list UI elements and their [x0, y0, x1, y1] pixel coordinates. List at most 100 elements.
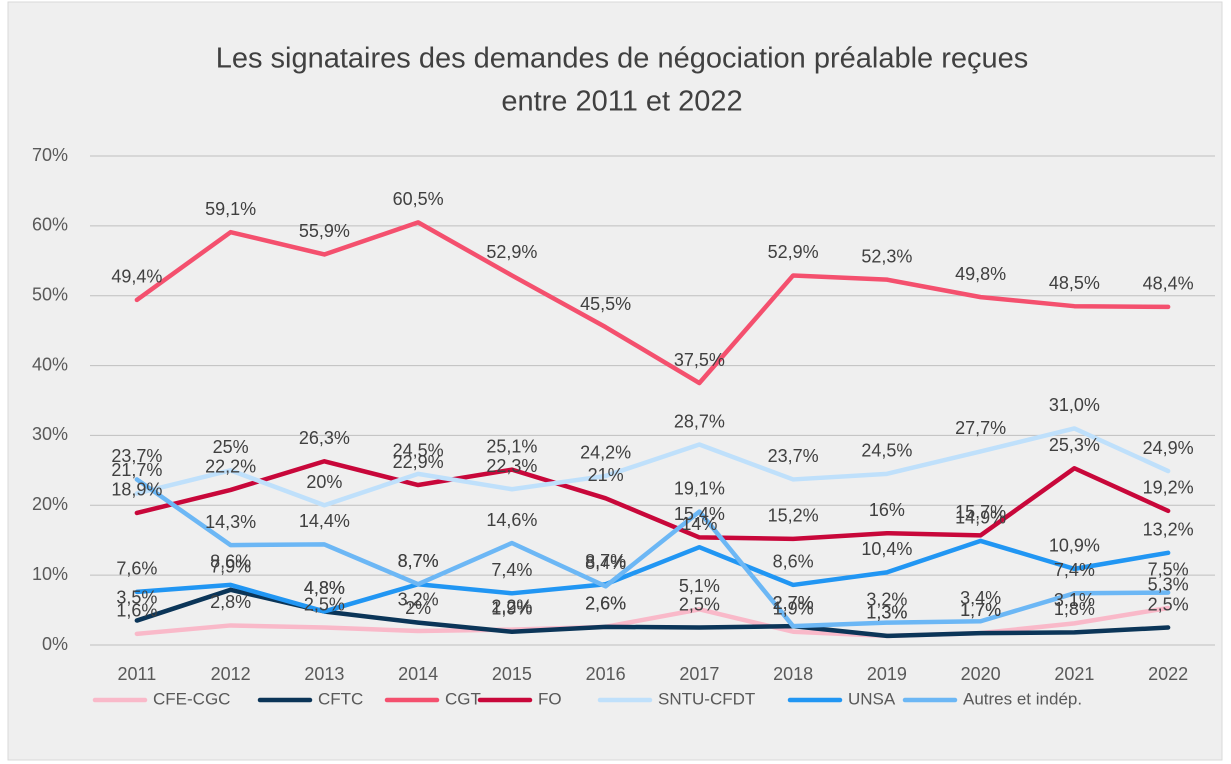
data-label: 24,5% [861, 441, 912, 461]
x-tick-label: 2013 [304, 664, 344, 684]
data-label: 1,3% [866, 603, 907, 623]
y-tick-label: 70% [32, 145, 68, 165]
x-tick-label: 2022 [1148, 664, 1188, 684]
x-tick-label: 2011 [118, 664, 157, 684]
data-label: 4,8% [304, 578, 345, 598]
series-line [134, 426, 1171, 508]
data-label: 45,5% [580, 294, 631, 314]
data-label: 22,2% [205, 457, 256, 477]
data-label: 52,9% [486, 242, 537, 262]
series-line [134, 538, 1171, 614]
data-label: 48,5% [1049, 273, 1100, 293]
data-label: 59,1% [205, 199, 256, 219]
data-label: 14,6% [486, 510, 537, 530]
data-label: 18,9% [111, 480, 162, 500]
data-label: 1,3% [866, 603, 907, 623]
data-label: 13,2% [1143, 520, 1194, 540]
x-tick-label: 2015 [492, 664, 532, 684]
data-label: 2,8% [210, 592, 251, 612]
data-label: 25,1% [486, 436, 537, 456]
data-label: 7,4% [1054, 560, 1095, 580]
data-label: 2,7% [773, 593, 814, 613]
data-label: 20% [306, 472, 342, 492]
x-tick-label: 2012 [211, 664, 251, 684]
data-label: 52,9% [768, 242, 819, 262]
data-label: 7,5% [1148, 559, 1189, 579]
data-label: 22,9% [393, 452, 444, 472]
data-label: 1,9% [773, 598, 814, 618]
data-label: 2% [405, 598, 431, 618]
x-tick-label: 2014 [398, 664, 438, 684]
data-label: 31,0% [1049, 395, 1100, 415]
data-label: 3,4% [960, 588, 1001, 608]
data-label: 16% [869, 500, 905, 520]
data-label: 1,7% [960, 600, 1001, 620]
legend-label: CFE-CGC [153, 689, 230, 708]
data-label: 55,9% [299, 221, 350, 241]
data-label: 2,2% [491, 596, 532, 616]
data-label: 25,3% [1049, 435, 1100, 455]
x-tick-label: 2021 [1054, 664, 1094, 684]
legend-label: SNTU-CFDT [658, 689, 755, 708]
data-label: 8,7% [398, 551, 439, 571]
data-label: 26,3% [299, 428, 350, 448]
data-label: 28,7% [674, 411, 725, 431]
data-label: 2,5% [1148, 594, 1189, 614]
data-label: 24,5% [393, 441, 444, 461]
data-label: 7,4% [491, 560, 532, 580]
data-label: 52,3% [861, 246, 912, 266]
y-tick-label: 60% [32, 215, 68, 235]
series-line [134, 220, 1171, 386]
data-label: 14,9% [955, 508, 1006, 528]
data-label: 24,2% [580, 443, 631, 463]
data-label: 8,7% [398, 551, 439, 571]
data-label: 3,2% [866, 589, 907, 609]
data-label: 3,2% [398, 589, 439, 609]
data-label: 49,4% [111, 267, 162, 287]
chart-title: entre 2011 et 2022 [501, 86, 742, 118]
data-label: 3,5% [116, 587, 157, 607]
data-label: 8,4% [585, 553, 626, 573]
data-label: 2,7% [773, 593, 814, 613]
legend-label: Autres et indép. [963, 689, 1082, 708]
data-label: 10,4% [861, 539, 912, 559]
data-label: 22,3% [486, 456, 537, 476]
legend-label: UNSA [848, 689, 896, 708]
y-tick-label: 30% [32, 424, 68, 444]
series-line [134, 477, 1171, 629]
data-label: 21% [588, 465, 624, 485]
data-label: 60,5% [393, 189, 444, 209]
data-label: 4,8% [304, 578, 345, 598]
data-label: 37,5% [674, 350, 725, 370]
legend-label: CFTC [318, 689, 363, 708]
data-label: 8,6% [210, 552, 251, 572]
data-label: 15,4% [674, 504, 725, 524]
data-label: 1,9% [491, 598, 532, 618]
y-tick-label: 0% [42, 634, 68, 654]
data-label: 5,1% [679, 576, 720, 596]
data-label: 24,9% [1143, 438, 1194, 458]
y-tick-label: 10% [32, 564, 68, 584]
x-tick-label: 2018 [773, 664, 813, 684]
chart-title: Les signataires des demandes de négociat… [216, 43, 1029, 75]
x-tick-label: 2020 [961, 664, 1001, 684]
data-label: 19,1% [674, 478, 725, 498]
data-label: 48,4% [1143, 274, 1194, 294]
y-tick-label: 20% [32, 494, 68, 514]
data-label: 2,6% [585, 594, 626, 614]
series-line [134, 459, 1171, 542]
x-tick-label: 2016 [586, 664, 626, 684]
data-label: 23,7% [768, 446, 819, 466]
legend-label: CGT [445, 689, 481, 708]
y-tick-label: 50% [32, 284, 68, 304]
data-label: 1,7% [960, 600, 1001, 620]
data-label: 14,3% [205, 512, 256, 532]
data-label: 8,6% [773, 552, 814, 572]
data-label: 19,2% [1143, 478, 1194, 498]
data-label: 3,1% [1054, 590, 1095, 610]
data-label: 7,9% [210, 557, 251, 577]
data-label: 14% [681, 514, 717, 534]
data-label: 10,9% [1049, 536, 1100, 556]
data-label: 2,6% [585, 594, 626, 614]
